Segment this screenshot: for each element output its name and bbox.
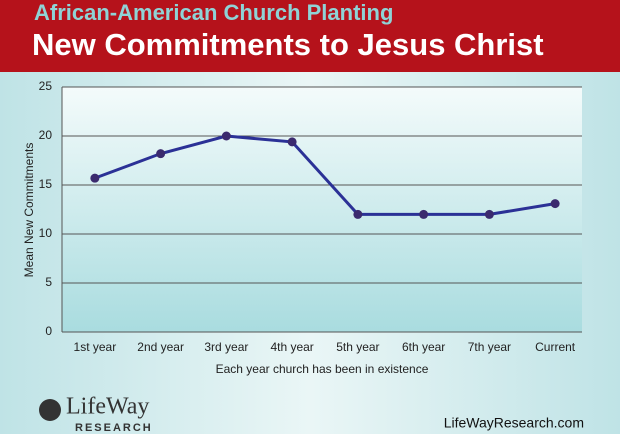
logo-subtext: RESEARCH <box>75 422 153 434</box>
chart-subtitle: New Commitments to Jesus Christ <box>32 27 544 62</box>
website: LifeWayResearch.com <box>444 415 584 431</box>
marker <box>221 131 231 141</box>
y-tick-label: 5 <box>45 275 52 289</box>
x-tick-label: 5th year <box>336 340 379 354</box>
logo: LifeWay RESEARCH <box>39 394 153 434</box>
plot-area <box>62 87 582 332</box>
marker <box>90 173 100 183</box>
chart-title: African-American Church Planting <box>34 0 393 25</box>
marker <box>550 199 560 209</box>
logo-text: LifeWay <box>66 394 149 420</box>
banner <box>0 0 620 72</box>
marker <box>353 209 363 219</box>
marker <box>156 149 166 159</box>
marker <box>419 209 429 219</box>
y-tick-label: 10 <box>39 226 53 240</box>
x-tick-label: 3rd year <box>204 340 248 354</box>
y-tick-label: 0 <box>45 324 52 338</box>
marker <box>484 209 494 219</box>
x-tick-label: 7th year <box>468 340 511 354</box>
marker <box>287 137 297 147</box>
line <box>94 134 556 216</box>
x-tick-label: 1st year <box>74 340 117 354</box>
y-tick-label: 15 <box>39 177 53 191</box>
x-tick-label: Current <box>535 340 576 354</box>
logo-icon <box>39 399 61 421</box>
x-tick-label: 4th year <box>270 340 313 354</box>
x-axis-title: Each year church has been in existence <box>216 362 429 376</box>
y-tick-label: 25 <box>39 79 53 93</box>
x-tick-label: 6th year <box>402 340 445 354</box>
y-tick-label: 20 <box>39 128 53 142</box>
x-tick-label: 2nd year <box>137 340 184 354</box>
y-axis-title: Mean New Commitments <box>22 143 36 278</box>
